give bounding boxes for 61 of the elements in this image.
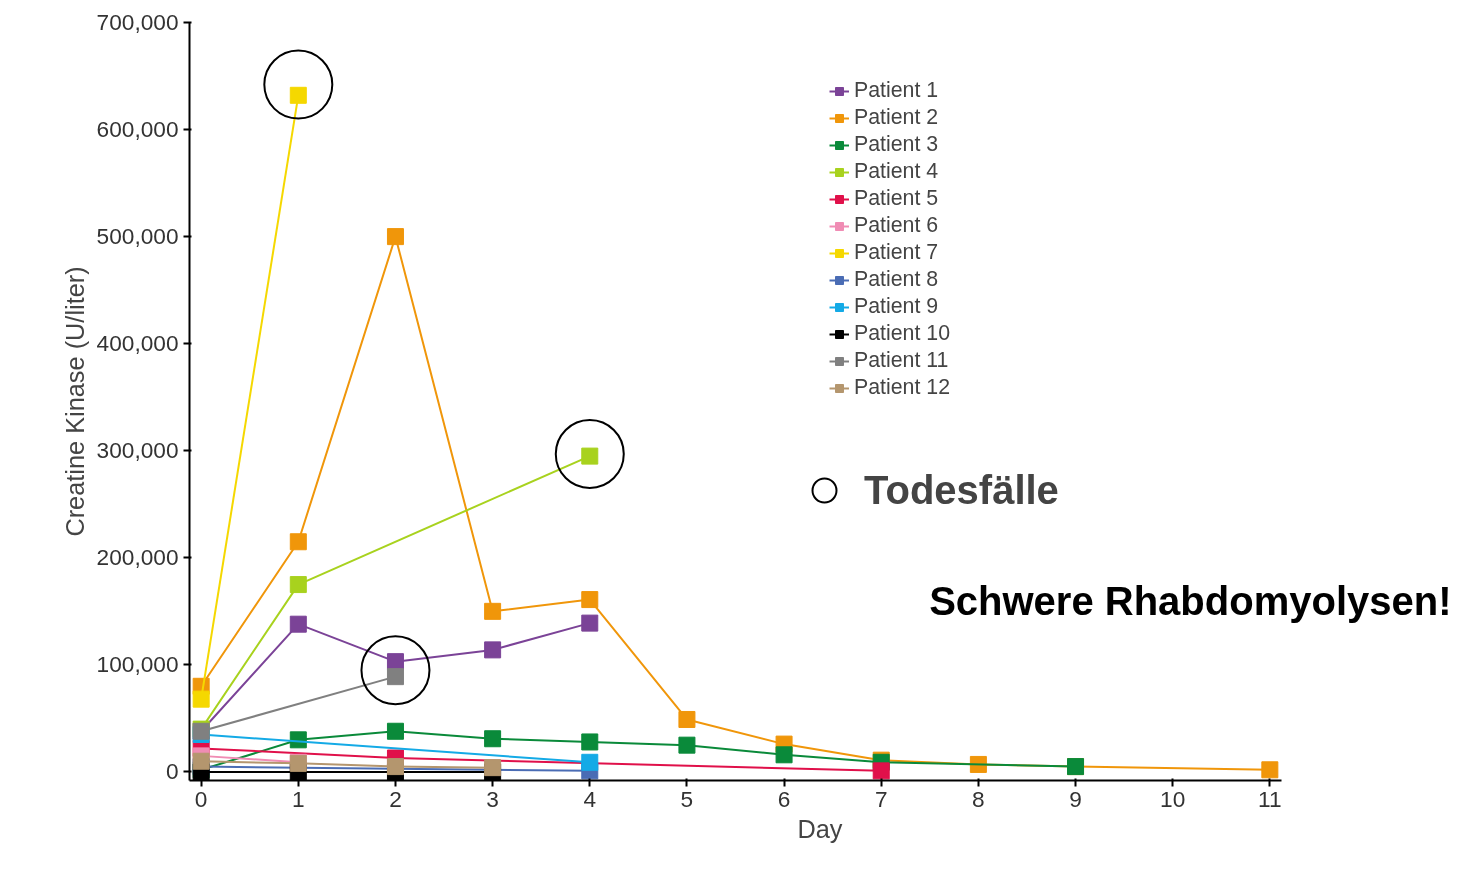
legend-label: Patient 3	[854, 132, 939, 157]
x-tick-label: 10	[1160, 785, 1186, 812]
x-tick-label: 4	[583, 785, 597, 812]
point	[484, 602, 502, 620]
legend-label: Patient 7	[854, 240, 939, 265]
x-tick-label: 1	[292, 785, 305, 812]
point	[360, 635, 431, 706]
point	[581, 733, 599, 751]
x-tick-label: 9	[1069, 785, 1082, 812]
x-tick-label: 2	[389, 785, 402, 812]
point	[581, 614, 599, 632]
x-tick-label: 7	[874, 785, 888, 812]
x-tick-label: 3	[486, 785, 499, 812]
x-tick-label: 5	[680, 785, 694, 812]
point	[289, 533, 307, 551]
legend-label: Patient 9	[854, 294, 939, 319]
y-tick-label: 100,000	[96, 651, 179, 678]
y-tick-label: 700,000	[96, 9, 179, 35]
point	[289, 615, 307, 633]
legend-label: Patient 6	[854, 213, 939, 238]
point	[386, 758, 404, 776]
x-tick-label: 8	[972, 785, 985, 812]
y-tick-label: 500,000	[96, 223, 179, 250]
y-tick-label: 200,000	[96, 544, 179, 571]
point	[386, 228, 404, 246]
point	[678, 736, 696, 754]
point	[775, 746, 793, 764]
y-tick-label: 0	[165, 758, 179, 785]
point	[678, 710, 696, 728]
point	[263, 49, 334, 120]
point	[192, 690, 210, 708]
annotation: Schwere Rhabdomyolysen!	[929, 578, 1452, 623]
point	[289, 86, 307, 104]
legend-label: Patient 1	[854, 78, 939, 103]
point	[1261, 761, 1279, 779]
y-tick-label: 600,000	[96, 116, 179, 143]
x-tick-label: 0	[194, 785, 208, 812]
x-tick-label: 6	[777, 785, 791, 812]
legend-label: Patient 2	[854, 105, 939, 130]
point	[554, 419, 625, 489]
point	[872, 762, 890, 780]
point	[581, 591, 599, 609]
legend-label: Patient 10	[854, 321, 951, 346]
x-tick-label: 11	[1258, 785, 1282, 812]
legend-label: Patient 5	[854, 186, 939, 211]
point	[484, 730, 502, 748]
point	[192, 752, 210, 770]
x-axis-title: Day	[797, 814, 843, 843]
point	[484, 641, 502, 659]
point	[484, 759, 502, 777]
y-tick-label: 400,000	[96, 330, 179, 357]
point	[386, 722, 404, 740]
point	[289, 576, 307, 594]
legend-label: Patient 4	[854, 159, 939, 184]
legend-label: Todesfälle	[864, 467, 1059, 513]
point	[581, 753, 599, 771]
y-tick-label: 300,000	[96, 437, 179, 464]
legend-label: Patient 12	[854, 375, 951, 400]
legend-label: Patient 8	[854, 267, 939, 292]
y-axis-title: Creatine Kinase (U/liter)	[60, 266, 89, 537]
legend-label: Patient 11	[854, 348, 949, 373]
